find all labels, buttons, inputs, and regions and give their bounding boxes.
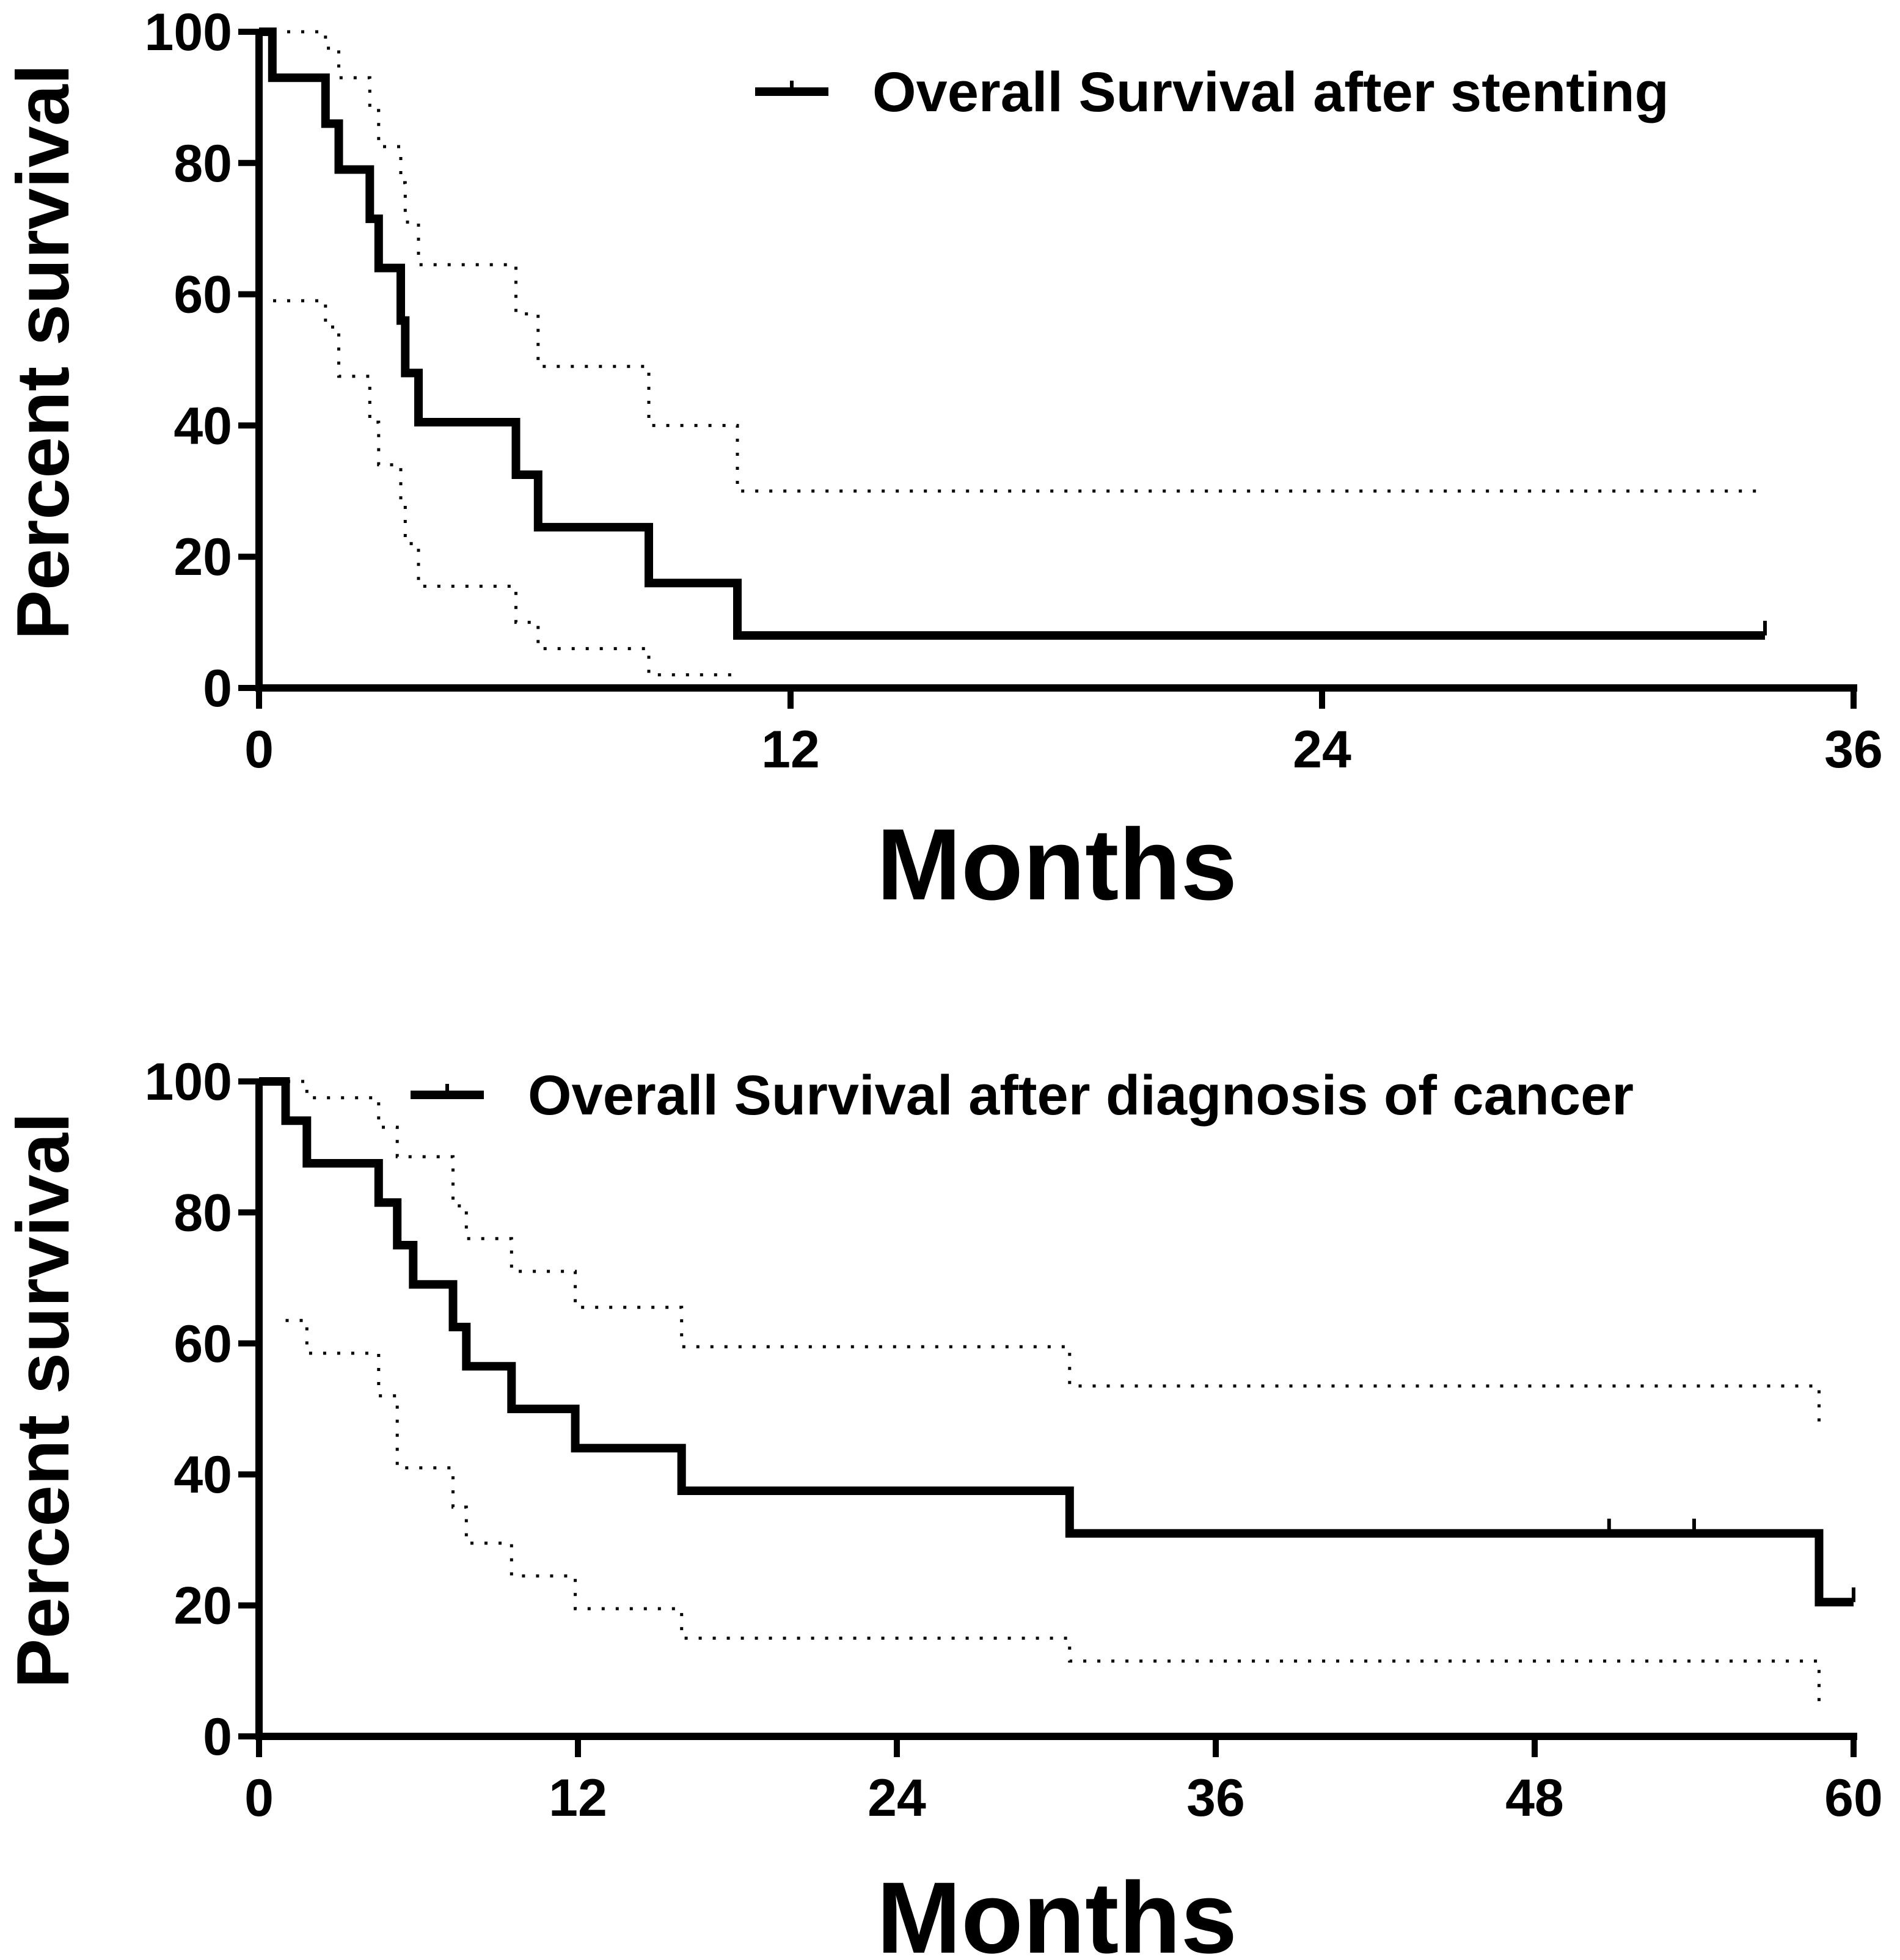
- legend: Overall Survival after diagnosis of canc…: [411, 1064, 1634, 1127]
- x-tick-label: 12: [549, 1769, 607, 1827]
- x-tick-label: 48: [1505, 1769, 1564, 1827]
- y-tick-label: 40: [174, 1446, 232, 1504]
- y-axis-title: Percent survival: [1, 1113, 84, 1689]
- x-tick-label: 60: [1824, 1769, 1883, 1827]
- y-tick-label: 60: [174, 266, 232, 324]
- y-tick-label: 80: [174, 134, 232, 193]
- y-tick-label: 80: [174, 1183, 232, 1242]
- plot-area: [259, 27, 1767, 676]
- x-axis-title: Months: [877, 1862, 1237, 1960]
- axes: 0 20 40 60 80 100 0 12 24 36 48 60: [145, 1053, 1883, 1827]
- panel-survival-after-diagnosis: 0 20 40 60 80 100 0 12 24 36 48 60 Percent survival…: [1, 1053, 1883, 1960]
- x-tick-label: 24: [868, 1769, 926, 1827]
- plot-area: [259, 1077, 1855, 1704]
- y-axis-title: Percent survival: [1, 64, 84, 640]
- upper-ci-curve: [259, 1080, 1821, 1429]
- x-tick-label: 24: [1293, 720, 1351, 779]
- y-tick-label: 40: [174, 397, 232, 455]
- y-tick-label: 60: [174, 1315, 232, 1373]
- x-tick-label: 0: [244, 1769, 274, 1827]
- y-tick-label: 100: [145, 1053, 233, 1111]
- y-tick-label: 20: [174, 528, 232, 587]
- lower-ci-curve: [259, 299, 737, 676]
- panel-survival-after-stenting: 0 20 40 60 80 100 0 12 24 36 Percent survival Mon…: [1, 3, 1883, 921]
- y-tick-label: 0: [203, 1708, 232, 1766]
- x-tick-label: 36: [1824, 720, 1883, 779]
- x-tick-label: 0: [244, 720, 274, 779]
- y-tick-label: 20: [174, 1577, 232, 1636]
- survival-curve: [259, 27, 1765, 640]
- axes: 0 20 40 60 80 100 0 12 24 36: [145, 3, 1883, 779]
- legend-label: Overall Survival after stenting: [872, 61, 1669, 123]
- x-tick-label: 12: [761, 720, 820, 779]
- x-tick-label: 36: [1186, 1769, 1245, 1827]
- lower-ci-curve: [285, 1318, 1821, 1704]
- survival-curve: [259, 1077, 1854, 1607]
- x-axis-title: Months: [877, 808, 1237, 921]
- y-tick-label: 0: [203, 659, 232, 718]
- legend-label: Overall Survival after diagnosis of canc…: [528, 1064, 1634, 1127]
- y-tick-label: 100: [145, 3, 233, 62]
- legend: Overall Survival after stenting: [755, 61, 1669, 123]
